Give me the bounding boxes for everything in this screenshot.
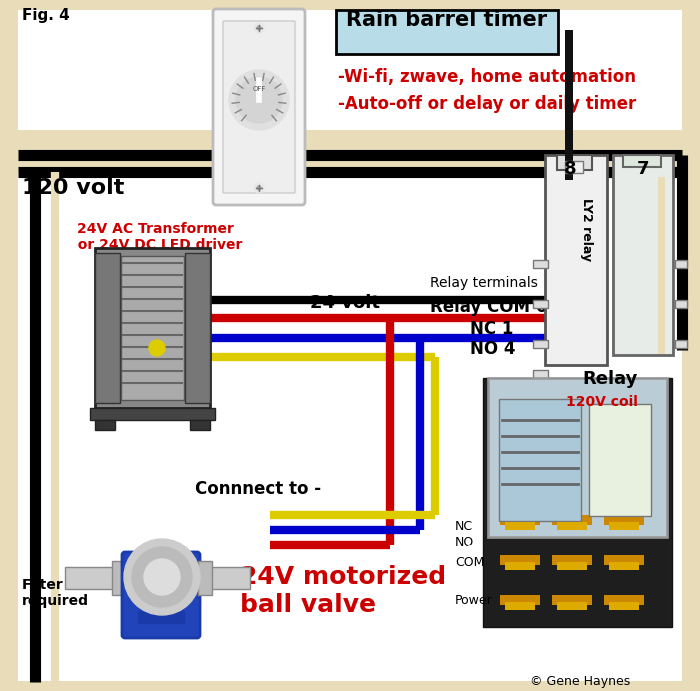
Bar [604,515,644,525]
Circle shape [254,183,264,193]
Bar [557,602,587,610]
FancyBboxPatch shape [223,21,295,193]
Text: Connnect to -: Connnect to - [195,480,321,498]
Text: NC 1: NC 1 [470,320,513,338]
Circle shape [257,26,261,30]
Bar [533,340,548,348]
Text: 120V coil: 120V coil [566,395,638,409]
Circle shape [254,23,264,33]
Bar [675,300,687,308]
FancyBboxPatch shape [557,155,592,170]
Bar [190,420,210,430]
Bar [552,595,592,605]
Text: Rain barrel timer: Rain barrel timer [346,10,547,30]
Bar [552,515,592,525]
FancyBboxPatch shape [121,256,184,400]
FancyBboxPatch shape [545,155,607,365]
Bar [90,408,215,420]
FancyBboxPatch shape [589,404,651,516]
Bar [505,562,535,570]
FancyBboxPatch shape [565,30,573,180]
Bar [604,595,644,605]
Bar [505,522,535,530]
FancyBboxPatch shape [138,611,184,623]
Bar [195,567,250,589]
FancyBboxPatch shape [185,253,210,403]
Bar [65,567,115,589]
Circle shape [257,186,261,190]
Text: -Wi-fi, zwave, home automation: -Wi-fi, zwave, home automation [338,68,636,86]
Text: OFF: OFF [252,86,266,92]
Circle shape [144,559,180,595]
Text: 120 volt: 120 volt [22,178,125,198]
FancyBboxPatch shape [18,10,682,681]
Text: Filter
required: Filter required [22,578,89,608]
FancyBboxPatch shape [613,155,673,355]
FancyBboxPatch shape [95,248,210,408]
FancyBboxPatch shape [336,10,558,54]
FancyBboxPatch shape [95,253,120,403]
Bar [533,300,548,308]
Text: Power: Power [455,594,493,607]
Text: 8: 8 [564,160,576,178]
Text: LY2 relay: LY2 relay [580,198,594,262]
Bar [500,515,540,525]
Text: Relay COM 6: Relay COM 6 [430,298,547,316]
Bar [500,555,540,565]
Bar [557,562,587,570]
Bar [505,602,535,610]
FancyBboxPatch shape [488,378,667,537]
Circle shape [132,547,192,607]
Text: 1-2: 1-2 [465,497,482,507]
Bar [609,522,639,530]
Text: Relay terminals: Relay terminals [430,276,538,290]
FancyBboxPatch shape [213,9,305,205]
Text: NO 4: NO 4 [470,340,515,358]
Bar [609,562,639,570]
Circle shape [236,77,282,123]
Circle shape [149,340,165,356]
Text: Relay: Relay [582,370,638,388]
Bar [609,602,639,610]
Text: -Auto-off or delay or daily timer: -Auto-off or delay or daily timer [338,95,636,113]
Bar [198,561,212,595]
Text: 6-5: 6-5 [465,545,482,555]
Bar [604,555,644,565]
FancyBboxPatch shape [499,399,581,521]
Text: 24V AC Transformer
  or 24V DC LED driver: 24V AC Transformer or 24V DC LED driver [68,222,242,252]
Text: Fig. 4: Fig. 4 [22,8,70,23]
Text: 7: 7 [637,160,650,178]
FancyBboxPatch shape [122,552,200,638]
Bar [675,260,687,268]
Text: 4-3: 4-3 [465,511,482,521]
Text: © Gene Haynes: © Gene Haynes [530,675,630,688]
Bar [95,420,115,430]
Bar [675,340,687,348]
Bar [18,130,682,172]
Bar [112,561,126,595]
Text: NO: NO [455,536,475,549]
Bar [557,522,587,530]
FancyBboxPatch shape [565,161,583,173]
Bar [552,555,592,565]
Bar [533,260,548,268]
FancyBboxPatch shape [483,378,672,627]
Bar [533,370,548,378]
Text: COM: COM [455,556,484,569]
Text: 8-7: 8-7 [465,582,482,592]
Text: 24V motorized
ball valve: 24V motorized ball valve [240,565,446,617]
Circle shape [124,539,200,615]
Text: 24 volt: 24 volt [310,294,380,312]
Circle shape [229,70,289,130]
FancyBboxPatch shape [623,155,661,167]
Text: NC: NC [455,520,473,533]
Bar [500,595,540,605]
